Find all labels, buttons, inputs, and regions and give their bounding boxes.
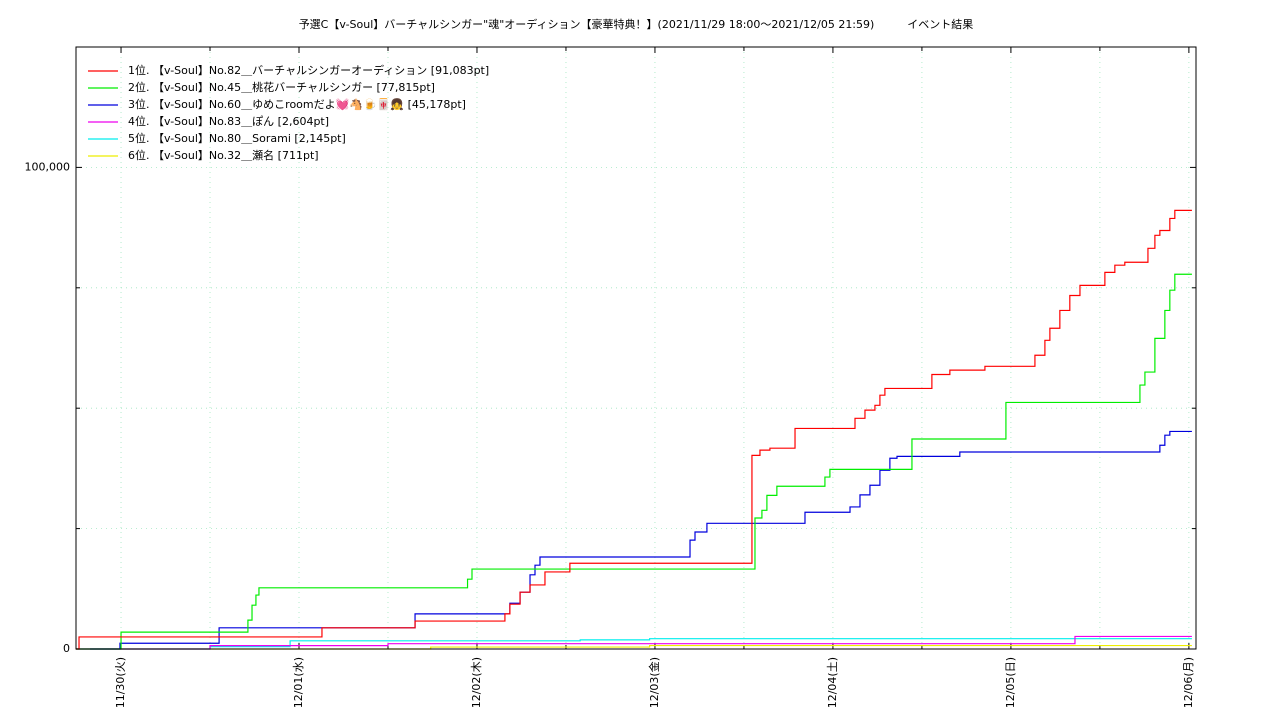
legend-label: 3位. 【v-Soul】No.60＿ゆめこroomだよ💓🐴🍺🀄👧 [45,178… [128, 97, 466, 111]
legend-label: 2位. 【v-Soul】No.45＿桃花バーチャルシンガー [77,815pt] [128, 80, 435, 94]
y-tick-label: 0 [63, 642, 70, 655]
x-tick-label: 12/02(木) [470, 657, 483, 708]
x-tick-label: 12/04(土) [826, 657, 839, 708]
legend-label: 1位. 【v-Soul】No.82＿バーチャルシンガーオーディション [91,0… [128, 63, 489, 77]
x-tick-label: 12/01(水) [292, 657, 305, 708]
plot-frame [75, 46, 1197, 650]
x-tick-label: 12/05(日) [1004, 657, 1017, 708]
series-line [76, 273, 1192, 650]
y-tick-label: 100,000 [25, 160, 71, 173]
x-tick-label: 12/06(月) [1182, 657, 1195, 708]
x-tick-label: 11/30(火) [114, 657, 127, 708]
series-line [76, 209, 1192, 650]
legend-label: 4位. 【v-Soul】No.83＿ぽん [2,604pt] [128, 114, 329, 128]
x-tick-label: 12/03(金) [647, 657, 661, 708]
series-line [76, 635, 1192, 650]
legend-label: 6位. 【v-Soul】No.32＿瀬名 [711pt] [128, 148, 319, 162]
legend-label: 5位. 【v-Soul】No.80＿Sorami [2,145pt] [128, 131, 346, 145]
chart-title: 予選C【v-Soul】バーチャルシンガー"魂"オーディション【豪華特典！】(20… [299, 17, 974, 31]
series-line [90, 430, 1192, 650]
